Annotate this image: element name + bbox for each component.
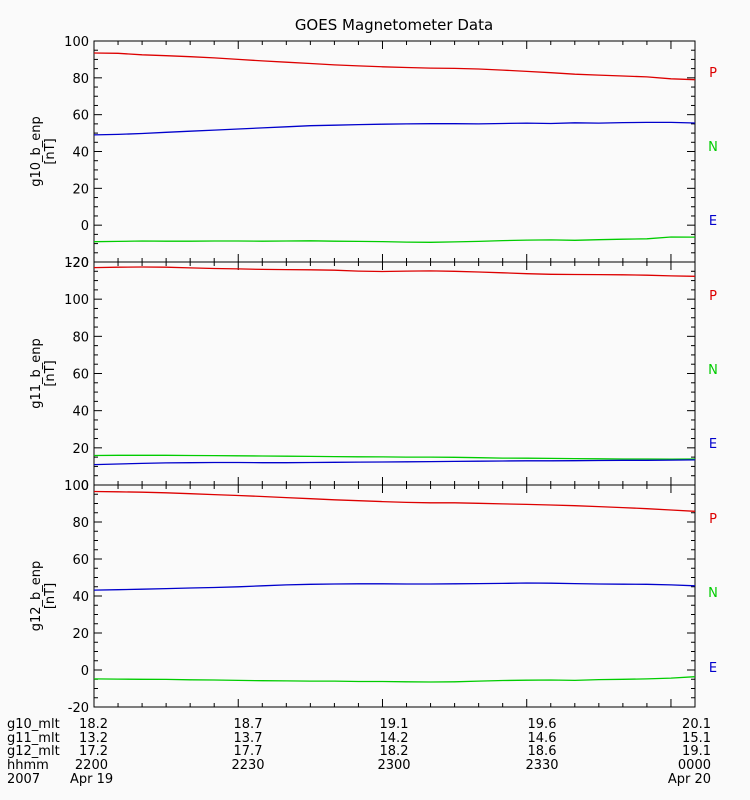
- axis-table-cell: 2230: [231, 758, 264, 773]
- axis-table-cell: Apr 20: [668, 772, 711, 787]
- y-axis-label: g10_b_enp: [29, 116, 44, 187]
- y-tick-label: 20: [72, 182, 89, 197]
- y-tick-label: 100: [64, 479, 89, 494]
- panel-2: 0 20 40 60 80 100 120 g11_b_enp [nT] P N E: [29, 256, 718, 494]
- y-tick-label: 20: [72, 442, 89, 457]
- chart-title: GOES Magnetometer Data: [295, 16, 493, 34]
- y-axis-unit: [nT]: [43, 138, 58, 164]
- series-line-e: [93, 582, 696, 591]
- y-tick-label: -20: [68, 701, 89, 716]
- axis-table-cell: 2330: [525, 758, 558, 773]
- series-line-n: [93, 236, 696, 243]
- y-tick-label: 40: [72, 590, 89, 605]
- axis-table-cell: 19.6: [528, 717, 557, 732]
- legend-label-e: E: [709, 661, 717, 676]
- y-tick-label: 20: [72, 627, 89, 642]
- axis-table-cell: 13.7: [234, 731, 263, 746]
- axis-table-cell: 18.2: [380, 744, 409, 759]
- axis-table-row-label: g10_mlt: [7, 717, 60, 732]
- axis-table-cell: 14.2: [380, 731, 409, 746]
- panel-frame: [93, 261, 696, 486]
- y-tick-label: 60: [72, 109, 89, 124]
- y-tick-label: 120: [64, 256, 89, 271]
- y-tick-label: 80: [72, 72, 89, 87]
- y-axis-unit: [nT]: [43, 360, 58, 386]
- panel-3: -20 0 20 40 60 80 100 g12_b_enp [nT] P N E: [29, 479, 718, 716]
- axis-table-cell: 15.1: [682, 731, 711, 746]
- axis-table-cell: 18.7: [234, 717, 263, 732]
- y-tick-label: 80: [72, 330, 89, 345]
- series-line-n: [93, 454, 696, 460]
- legend-label-p: P: [709, 66, 717, 81]
- axis-table: g10_mlt 18.2 18.7 19.1 19.6 20.1 g11_mlt 13.2 13…: [7, 717, 711, 787]
- legend-label-e: E: [709, 437, 717, 452]
- y-axis-unit: [nT]: [43, 583, 58, 609]
- axis-table-row-label: g11_mlt: [7, 731, 60, 746]
- axis-table-row-label: hhmm: [7, 758, 49, 773]
- axis-table-row-label: g12_mlt: [7, 744, 60, 759]
- series-line-p: [93, 52, 696, 81]
- y-tick-label: 0: [81, 664, 89, 679]
- legend-label-n: N: [708, 363, 718, 378]
- series-line-p: [93, 490, 696, 512]
- legend-label-n: N: [708, 140, 718, 155]
- axis-table-row-label: 2007: [7, 772, 40, 787]
- y-tick-label: 0: [81, 219, 89, 234]
- y-tick-label: 60: [72, 368, 89, 383]
- axis-table-cell: 18.2: [79, 717, 108, 732]
- series-line-n: [93, 676, 696, 683]
- axis-table-cell: 14.6: [528, 731, 557, 746]
- y-tick-label: 100: [64, 293, 89, 308]
- series-line-p: [93, 266, 696, 277]
- axis-table-cell: 19.1: [682, 744, 711, 759]
- y-tick-label: -20: [68, 256, 89, 271]
- y-tick-label: 0: [81, 479, 89, 494]
- y-tick-label: 100: [64, 35, 89, 50]
- series-line-e: [93, 459, 696, 466]
- axis-table-cell: 0000: [678, 758, 711, 773]
- axis-table-cell: 20.1: [682, 717, 711, 732]
- axis-table-cell: 2200: [75, 758, 108, 773]
- y-tick-label: 40: [72, 405, 89, 420]
- axis-table-cell: 17.7: [234, 744, 263, 759]
- y-axis-label: g11_b_enp: [29, 338, 44, 409]
- axis-table-cell: 18.6: [528, 744, 557, 759]
- y-tick-label: 60: [72, 553, 89, 568]
- legend-label-e: E: [709, 214, 717, 229]
- series-line-e: [93, 121, 696, 136]
- axis-table-cell: 19.1: [380, 717, 409, 732]
- legend-label-n: N: [708, 586, 718, 601]
- panel-1: -20 0 20 40 60 80 100 g10_b_enp [nT] P N E: [29, 35, 718, 271]
- y-tick-label: 80: [72, 516, 89, 531]
- y-tick-label: 40: [72, 146, 89, 161]
- legend-label-p: P: [709, 289, 717, 304]
- axis-table-cell: 13.2: [79, 731, 108, 746]
- panel-frame: [93, 484, 696, 708]
- axis-table-cell: 2300: [377, 758, 410, 773]
- legend-label-p: P: [709, 512, 717, 527]
- axis-table-cell: Apr 19: [70, 772, 113, 787]
- y-axis-label: g12_b_enp: [29, 561, 44, 632]
- panel-frame: [93, 40, 696, 263]
- axis-table-cell: 17.2: [79, 744, 108, 759]
